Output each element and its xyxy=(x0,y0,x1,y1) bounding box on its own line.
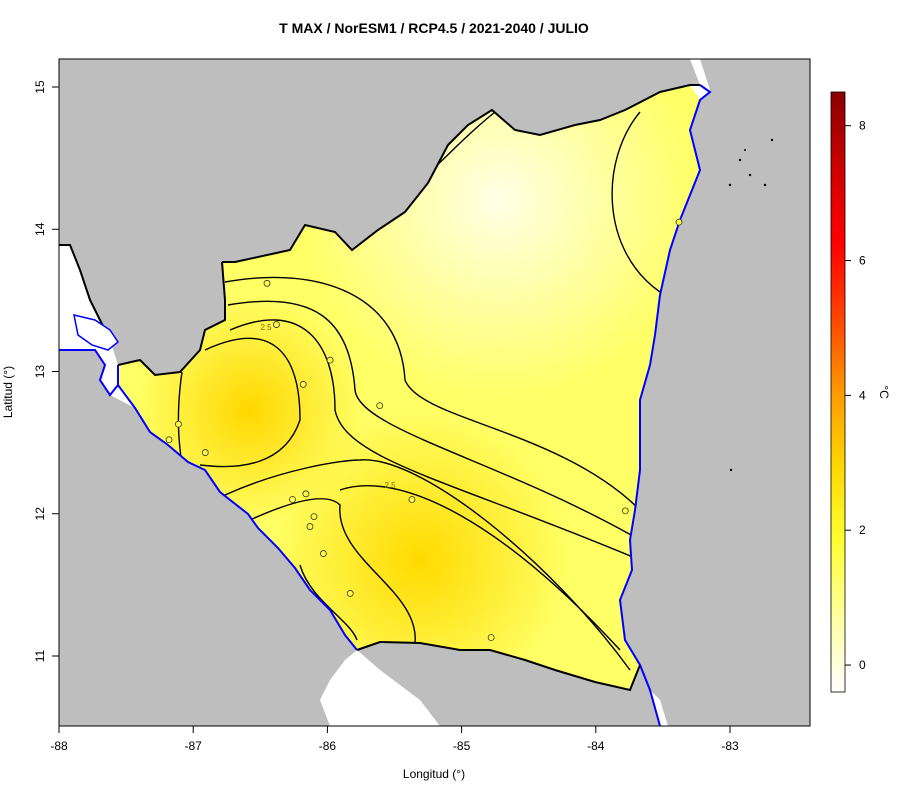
y-tick-label: 14 xyxy=(33,222,47,236)
y-axis-title: Latitud (°) xyxy=(1,366,15,418)
costa-rica-land xyxy=(357,642,660,726)
y-tick-label: 12 xyxy=(33,507,47,521)
station-marker xyxy=(201,449,209,456)
x-tick-label: -85 xyxy=(453,739,471,753)
east-land xyxy=(620,59,810,726)
x-tick-label: -86 xyxy=(319,739,337,753)
station-marker xyxy=(675,218,683,226)
honduras-land xyxy=(59,59,700,375)
lake-managua xyxy=(73,313,120,351)
x-axis-title: Longitud (°) xyxy=(403,767,465,781)
x-tick-label: -87 xyxy=(185,739,203,753)
x-tick-label: -88 xyxy=(50,739,68,753)
borders xyxy=(59,84,712,727)
station-marker xyxy=(326,356,334,364)
colorbar-tick-label: 4 xyxy=(859,388,866,402)
stations xyxy=(165,218,683,641)
x-tick-label: -83 xyxy=(721,739,739,753)
colorbar-tick-label: 0 xyxy=(859,658,866,672)
neighbor-land xyxy=(59,59,810,726)
colorbar-tick-label: 2 xyxy=(859,523,866,537)
national-border xyxy=(59,84,700,692)
station-marker xyxy=(319,550,327,557)
station-marker xyxy=(302,490,310,498)
coastline xyxy=(59,84,712,727)
station-marker xyxy=(289,496,296,503)
station-marker xyxy=(299,380,307,388)
contour-label: 2.5 xyxy=(260,323,272,332)
el-salvador-land xyxy=(59,350,357,726)
station-marker xyxy=(175,420,182,428)
station-marker xyxy=(346,590,354,597)
station-marker xyxy=(263,279,271,287)
y-axis: 15 14 13 12 11 Latitud (°) xyxy=(1,80,60,662)
station-marker xyxy=(376,402,384,410)
colorbar-unit: °C xyxy=(877,385,891,399)
contour-lines xyxy=(177,111,661,671)
colorbar-tick-label: 6 xyxy=(859,254,866,268)
chart-title: T MAX / NorESM1 / RCP4.5 / 2021-2040 / J… xyxy=(279,20,589,36)
station-marker xyxy=(487,634,495,641)
station-marker xyxy=(310,513,318,520)
x-axis: -88 -87 -86 -85 -84 -83 Longitud (°) xyxy=(50,725,739,781)
station-marker xyxy=(621,507,629,515)
y-tick-label: 13 xyxy=(33,365,47,379)
islands xyxy=(728,138,774,472)
colorbar: 8 6 4 2 0 °C xyxy=(830,91,891,693)
colorbar-tick-label: 8 xyxy=(859,119,866,133)
contour-label: 2.5 xyxy=(384,481,396,490)
y-tick-label: 11 xyxy=(33,649,47,662)
colorbar-ramp xyxy=(830,91,846,693)
station-marker xyxy=(306,523,314,530)
station-marker xyxy=(165,436,173,444)
station-marker xyxy=(408,496,416,503)
y-tick-label: 15 xyxy=(33,80,47,94)
station-marker xyxy=(273,321,280,328)
x-tick-label: -84 xyxy=(587,739,605,753)
